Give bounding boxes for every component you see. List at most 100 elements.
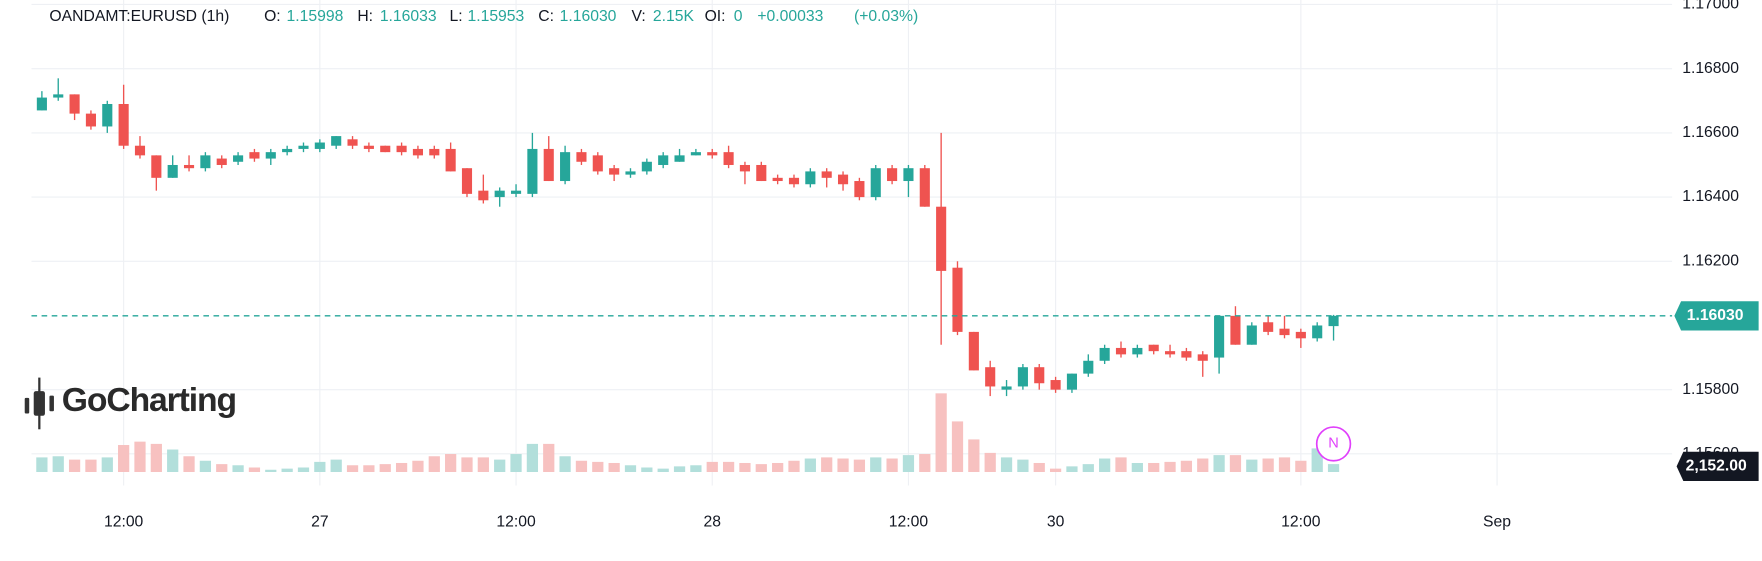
candle-body [1279, 328, 1290, 336]
volume-bar [592, 461, 604, 472]
legend-header: OANDAMT:EURUSD (1h) O: 1.15998 H: 1.1603… [49, 8, 918, 25]
volume-bar [1164, 461, 1176, 472]
volume-bar [951, 421, 964, 472]
volume-bar [821, 457, 833, 472]
candle-body [1115, 347, 1127, 355]
volume-bar [1327, 464, 1340, 472]
candle-body [396, 145, 407, 153]
volume-bar [1213, 455, 1225, 472]
candle-body [167, 164, 178, 178]
candle-body [200, 155, 211, 169]
field-value: 1.15953 [467, 8, 524, 25]
volume-bar [68, 459, 81, 472]
candle-body [478, 190, 489, 201]
field-value: 1.16030 [560, 8, 617, 25]
candle-body [1034, 367, 1045, 384]
volume-bar [281, 468, 293, 472]
field-label: V: [632, 8, 646, 25]
candle-body [233, 155, 244, 162]
candle-body [968, 331, 979, 371]
candle-body [134, 145, 146, 156]
field-value: 1.15998 [287, 8, 344, 25]
volume-bar [739, 462, 751, 472]
volume-bar [85, 459, 97, 472]
x-tick-label: Sep [1483, 514, 1511, 531]
volume-bar [706, 461, 718, 472]
volume-bar [1311, 448, 1323, 472]
candle-body [690, 152, 701, 156]
volume-bar [379, 464, 391, 472]
volume-bar [1197, 458, 1209, 472]
volume-bar [1262, 458, 1274, 472]
watermark-text: GoCharting [62, 381, 236, 419]
candle-body [1050, 380, 1061, 390]
candle-body [739, 164, 751, 172]
price-badge-bg [1674, 301, 1759, 331]
candle-body [887, 168, 898, 182]
candle-body [1246, 325, 1257, 345]
volume-bar [1017, 459, 1029, 472]
volume-bar [1082, 464, 1094, 472]
x-tick-label: 27 [311, 514, 328, 531]
volume-bar [101, 457, 113, 472]
volume-bar [510, 454, 522, 472]
volume-badge-bg [1676, 451, 1759, 481]
candle-body [363, 145, 374, 149]
candle-body [1066, 373, 1078, 390]
volume-bar [461, 457, 473, 472]
field-label: O: [264, 8, 281, 25]
volume-bar [363, 465, 375, 472]
volume-bar [837, 458, 849, 472]
candle-body [1263, 322, 1274, 332]
candles [36, 78, 1339, 397]
y-tick-label: 1.16600 [1682, 124, 1739, 141]
x-tick-label: 30 [1047, 514, 1065, 531]
volume-bar [395, 462, 408, 472]
candle-body [36, 97, 47, 111]
field-value: 1.16033 [380, 8, 437, 25]
candle-body [723, 152, 734, 165]
candle-body [1083, 360, 1094, 374]
volume-bar [1229, 455, 1242, 472]
volume-bar [445, 454, 457, 472]
candle-body [936, 206, 947, 271]
watermark: GoCharting [24, 377, 237, 430]
candle-body [69, 94, 80, 114]
x-tick-label: 12:00 [496, 514, 536, 531]
candle-body [1197, 354, 1208, 361]
candle-body [805, 171, 816, 185]
event-marker-label: N [1328, 436, 1339, 452]
candle-body [870, 168, 881, 198]
volume-bar [1148, 462, 1160, 472]
x-tick-label: 12:00 [889, 514, 929, 531]
candle-body [331, 136, 342, 146]
candle-body [53, 94, 64, 98]
field-label: OI: [705, 8, 726, 25]
y-tick-label: 1.16800 [1682, 60, 1739, 77]
candle-body [314, 142, 325, 149]
candle-body [1164, 351, 1176, 355]
candle-body [576, 152, 587, 162]
volume-bar [1049, 468, 1062, 472]
volume-bar [543, 443, 555, 472]
y-tick-label: 1.15800 [1682, 381, 1739, 398]
volume-bar [657, 468, 669, 472]
event-marker[interactable] [1315, 426, 1352, 462]
volume-bar [248, 467, 261, 472]
candle-body [952, 267, 963, 332]
candle-body [249, 152, 260, 159]
volume-pane [36, 393, 1340, 472]
volume-bar [1131, 462, 1143, 472]
candle-body [756, 164, 767, 182]
volume-bar [52, 456, 64, 472]
volume-bar [690, 465, 702, 472]
candle-body [429, 148, 440, 156]
candle-body [461, 168, 473, 194]
volume-bar [216, 464, 228, 472]
volume-bar [232, 465, 244, 472]
volume-bar [1246, 459, 1258, 472]
volume-bar [968, 439, 980, 472]
volume-bar [902, 455, 915, 472]
candle-body [1328, 315, 1339, 327]
candle-body [298, 145, 309, 149]
